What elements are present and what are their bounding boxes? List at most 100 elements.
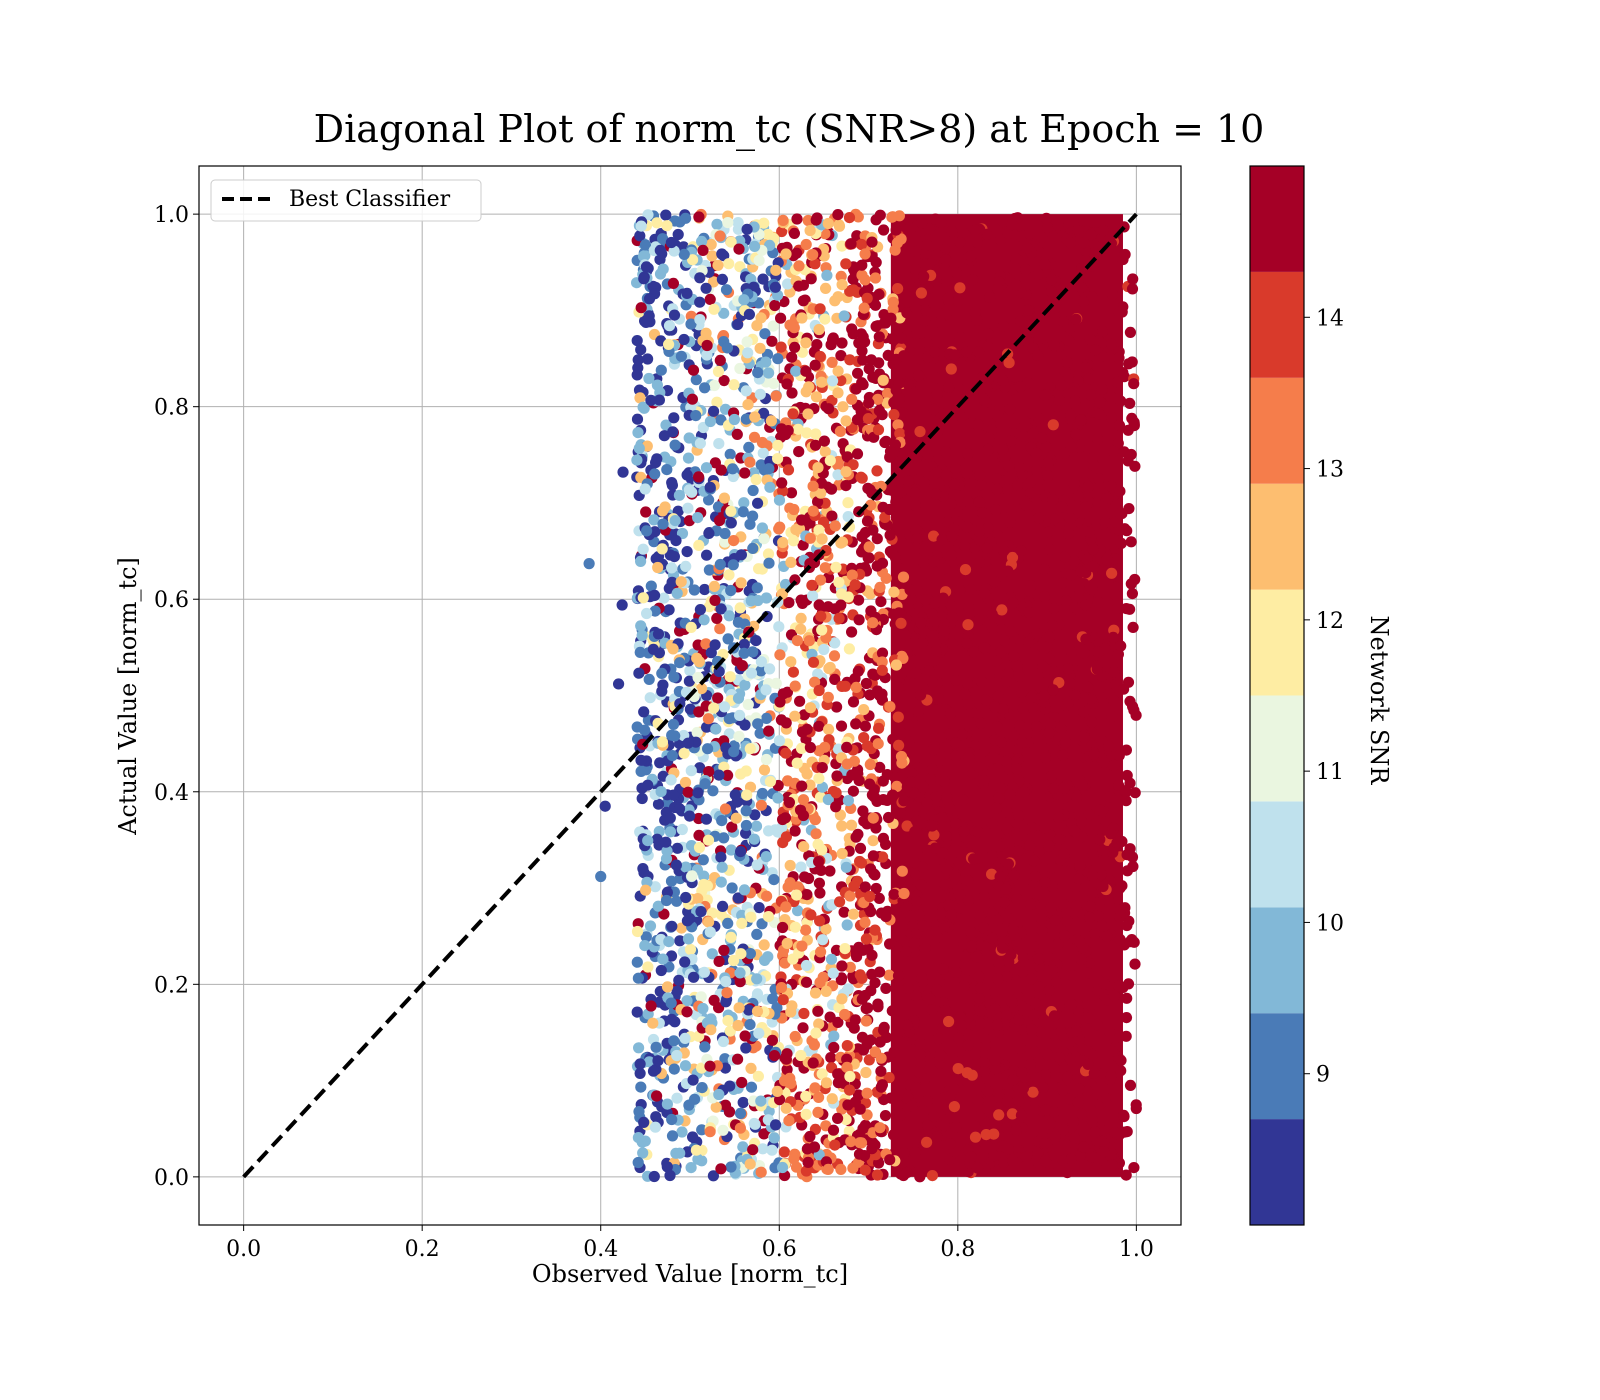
scatter-point	[1085, 999, 1097, 1011]
scatter-point	[701, 880, 714, 892]
scatter-point	[983, 1006, 996, 1019]
scatter-point	[900, 629, 912, 642]
scatter-point	[978, 922, 990, 934]
scatter-point	[755, 665, 767, 677]
scatter-point	[700, 813, 713, 825]
scatter-point	[829, 673, 841, 686]
scatter-point	[687, 1131, 699, 1143]
scatter-point	[982, 1085, 994, 1097]
scatter-point	[837, 401, 849, 413]
scatter-point	[864, 890, 876, 903]
scatter-point	[943, 728, 956, 740]
scatter-point	[975, 478, 987, 491]
scatter-point	[928, 530, 940, 542]
legend-box	[210, 179, 482, 222]
scatter-point	[749, 411, 761, 423]
scatter-point	[910, 245, 922, 258]
scatter-point	[847, 459, 859, 471]
scatter-point	[1129, 787, 1141, 799]
scatter-point	[683, 675, 696, 687]
scatter-point	[670, 1147, 682, 1159]
scatter-point	[1100, 816, 1112, 828]
scatter-point	[706, 250, 718, 262]
scatter-point	[950, 817, 962, 830]
scatter-point	[826, 510, 838, 522]
scatter-point	[914, 1049, 926, 1061]
scatter-point	[1036, 432, 1048, 444]
scatter-point	[724, 1025, 736, 1037]
scatter-point	[776, 1161, 789, 1174]
scatter-point	[979, 1033, 992, 1045]
scatter-point	[673, 489, 686, 501]
scatter-point	[1000, 1122, 1013, 1134]
scatter-point	[701, 721, 713, 733]
scatter-point	[856, 259, 868, 271]
scatter-point	[888, 409, 900, 421]
scatter-point	[734, 709, 746, 722]
scatter-point	[1025, 973, 1038, 985]
scatter-point	[1052, 219, 1064, 231]
scatter-point	[678, 248, 690, 260]
scatter-point	[1065, 1153, 1077, 1165]
scatter-point	[919, 315, 931, 327]
scatter-point	[1033, 483, 1045, 495]
scatter-point	[877, 851, 889, 863]
scatter-point	[1038, 690, 1050, 702]
scatter-point	[1033, 845, 1045, 857]
scatter-point	[692, 1153, 704, 1165]
scatter-point	[1001, 1095, 1014, 1107]
scatter-point	[740, 819, 753, 832]
scatter-point	[851, 230, 863, 242]
scatter-point	[760, 851, 772, 863]
scatter-point	[1033, 981, 1045, 993]
scatter-point	[867, 524, 879, 536]
scatter-point	[1120, 1169, 1132, 1181]
scatter-point	[1015, 1043, 1027, 1055]
scatter-point	[824, 455, 836, 467]
scatter-point	[778, 1146, 791, 1158]
scatter-point	[1125, 578, 1137, 590]
scatter-point	[825, 1052, 837, 1064]
scatter-point	[838, 906, 850, 918]
scatter-point	[769, 281, 782, 293]
scatter-point	[963, 751, 975, 764]
scatter-point	[641, 607, 653, 620]
scatter-point	[824, 865, 836, 877]
scatter-point	[638, 273, 650, 285]
scatter-point	[1019, 824, 1031, 836]
scatter-point	[668, 671, 680, 683]
scatter-point	[929, 346, 941, 358]
scatter-point	[1074, 936, 1086, 948]
scatter-point	[642, 779, 654, 791]
scatter-point	[876, 664, 888, 676]
scatter-point	[1125, 536, 1137, 548]
scatter-point	[632, 1132, 645, 1144]
scatter-point	[928, 655, 940, 667]
scatter-point	[951, 267, 963, 279]
scatter-point	[638, 706, 650, 718]
scatter-point	[710, 1101, 722, 1113]
scatter-point	[874, 1122, 886, 1134]
scatter-point	[1045, 902, 1057, 914]
scatter-point	[974, 556, 986, 568]
scatter-point	[685, 1162, 697, 1174]
scatter-point	[711, 612, 723, 625]
scatter-point	[786, 351, 798, 363]
scatter-point	[777, 214, 789, 226]
scatter-point	[715, 876, 727, 888]
scatter-point	[918, 270, 930, 283]
scatter-point	[637, 592, 649, 604]
scatter-point	[946, 600, 958, 612]
scatter-point	[643, 673, 655, 686]
scatter-point	[828, 650, 841, 662]
scatter-point	[1105, 480, 1117, 492]
scatter-point	[642, 353, 654, 365]
scatter-point	[994, 782, 1007, 795]
scatter-point	[655, 964, 667, 977]
scatter-point	[756, 522, 769, 534]
scatter-point	[1059, 551, 1071, 563]
scatter-point	[705, 1013, 717, 1025]
scatter-point	[632, 427, 644, 439]
scatter-point	[681, 1006, 693, 1018]
scatter-point	[672, 228, 684, 241]
